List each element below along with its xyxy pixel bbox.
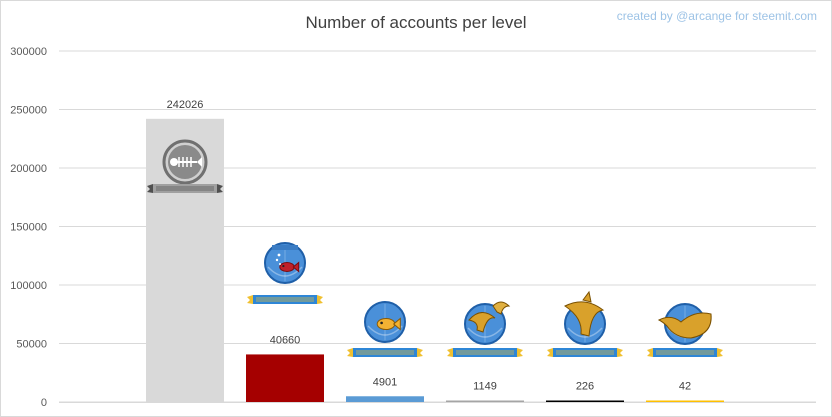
data-label: 40660 (270, 334, 301, 346)
bar (446, 400, 524, 402)
minnow-icon (247, 242, 323, 304)
data-label: 4901 (373, 376, 397, 388)
whale-icon (647, 303, 723, 357)
plankton-icon (147, 139, 223, 193)
orca-icon (547, 290, 623, 357)
data-label: 242026 (167, 99, 204, 111)
y-tick-label: 300000 (10, 46, 47, 58)
data-label: 1149 (473, 381, 497, 393)
y-tick-label: 100000 (10, 280, 47, 292)
y-tick-label: 150000 (10, 222, 47, 234)
bar (346, 396, 424, 402)
data-label: 42 (679, 381, 691, 393)
y-tick-label: 250000 (10, 105, 47, 117)
y-tick-label: 50000 (16, 339, 47, 351)
bar (246, 354, 324, 402)
data-label: 226 (576, 381, 594, 393)
bar (546, 400, 624, 402)
credit-text: created by @arcange for steemit.com (616, 9, 817, 23)
bar (646, 400, 724, 402)
y-tick-label: 200000 (10, 163, 47, 175)
y-tick-label: 0 (41, 397, 47, 409)
dolphin-icon (447, 301, 523, 357)
redfish-icon (347, 301, 423, 357)
chart-title: Number of accounts per level (305, 13, 527, 32)
